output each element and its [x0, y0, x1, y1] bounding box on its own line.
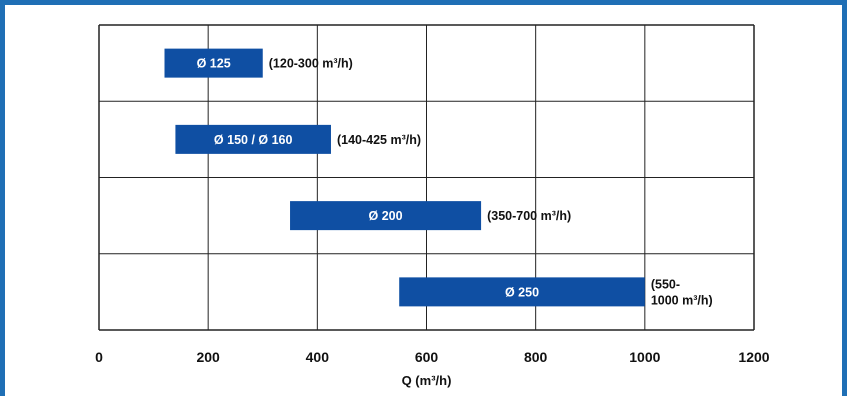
bar-label: Ø 250	[505, 285, 539, 299]
bar-group: Ø 150 / Ø 160 (140-425 m³/h)	[175, 124, 421, 154]
x-tick-label: 400	[306, 349, 330, 365]
x-tick-label: 800	[524, 349, 548, 365]
bar-group: Ø 250 (550- 1000 m³/h)	[399, 277, 713, 307]
bar-range-label: (350-700 m³/h)	[487, 209, 571, 223]
bar	[175, 124, 331, 154]
bar	[164, 48, 263, 78]
x-tick-label: 1200	[738, 349, 769, 365]
x-tick-label: 0	[95, 349, 103, 365]
bar-label: Ø 150 / Ø 160	[214, 133, 293, 147]
bar	[399, 277, 645, 307]
x-tick-label: 600	[415, 349, 439, 365]
bars: Ø 125 (120-300 m³/h) Ø 150 / Ø 160 (140-425…	[164, 48, 713, 307]
bar-group: Ø 200 (350-700 m³/h)	[290, 201, 571, 231]
bar-range-label: (550-	[651, 277, 680, 291]
bar-group: Ø 125 (120-300 m³/h)	[164, 48, 353, 78]
x-axis-ticks: 0 200 400 600 800 1000 1200	[95, 349, 770, 365]
bar-range-label: (140-425 m³/h)	[337, 133, 421, 147]
bar	[290, 201, 482, 231]
x-axis-title: Q (m³/h)	[402, 373, 452, 388]
bar-range-label: 1000 m³/h)	[651, 293, 713, 307]
bar-range-label: (120-300 m³/h)	[269, 57, 353, 71]
x-tick-label: 200	[196, 349, 220, 365]
bar-label: Ø 200	[369, 209, 403, 223]
x-tick-label: 1000	[629, 349, 660, 365]
bar-label: Ø 125	[197, 57, 231, 71]
